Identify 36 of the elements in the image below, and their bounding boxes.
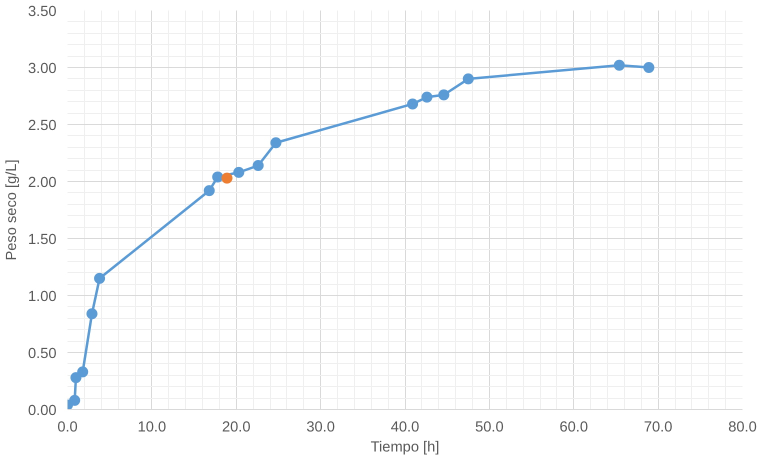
y-tick-label: 2.00 — [28, 175, 57, 191]
y-axis-title: Peso seco [g/L] — [4, 159, 20, 261]
x-tick-label: 50.0 — [475, 420, 504, 436]
point — [614, 60, 625, 71]
y-tick-label: 0.50 — [28, 346, 57, 362]
point — [421, 92, 432, 103]
x-tick-label: 30.0 — [306, 420, 335, 436]
x-tick-label: 60.0 — [559, 420, 588, 436]
point — [204, 185, 215, 196]
point — [233, 166, 244, 178]
point — [252, 160, 264, 172]
y-tick-label: 3.50 — [28, 4, 57, 20]
y-tick-label: 1.50 — [28, 232, 57, 248]
y-tick-label: 0.00 — [28, 403, 57, 419]
y-tick-label: 1.00 — [28, 289, 57, 305]
x-tick-label: 10.0 — [138, 420, 166, 436]
x-tick-label: 0.0 — [57, 420, 78, 436]
x-tick-label: 40.0 — [390, 420, 420, 436]
x-axis-title: Tiempo [h] — [370, 440, 440, 456]
x-tick-label: 70.0 — [644, 420, 672, 436]
point — [77, 366, 88, 378]
x-tick-label: 20.0 — [222, 420, 251, 436]
point — [86, 308, 98, 320]
point — [270, 137, 282, 148]
y-tick-label: 3.00 — [28, 61, 57, 77]
point — [407, 98, 418, 110]
point — [221, 172, 232, 184]
point — [462, 73, 474, 84]
point — [70, 372, 82, 384]
x-tick-label: 80.0 — [728, 420, 757, 436]
point — [212, 171, 224, 182]
point — [69, 394, 80, 406]
point — [643, 62, 654, 73]
point — [438, 89, 450, 100]
point — [94, 272, 106, 284]
y-tick-label: 2.50 — [28, 118, 57, 134]
